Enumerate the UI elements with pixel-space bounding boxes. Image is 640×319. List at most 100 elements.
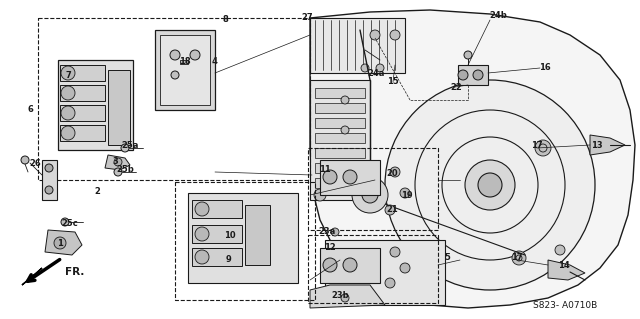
Text: 5: 5	[444, 254, 450, 263]
Text: FR.: FR.	[65, 267, 84, 277]
Bar	[245, 205, 270, 265]
Circle shape	[362, 187, 378, 203]
Circle shape	[45, 186, 53, 194]
Text: 19: 19	[401, 190, 413, 199]
Circle shape	[171, 71, 179, 79]
Text: 7: 7	[65, 70, 71, 79]
Text: 27: 27	[301, 12, 313, 21]
Text: 11: 11	[319, 166, 331, 174]
Text: 12: 12	[324, 243, 336, 253]
Text: 22: 22	[450, 83, 462, 92]
Bar	[315, 118, 365, 128]
Circle shape	[390, 247, 400, 257]
Circle shape	[114, 168, 122, 176]
Circle shape	[390, 167, 400, 177]
Text: 2: 2	[94, 188, 100, 197]
Text: 25a: 25a	[122, 140, 139, 150]
Text: 24a: 24a	[367, 69, 385, 78]
Text: 14: 14	[558, 261, 570, 270]
Text: 23a: 23a	[318, 227, 335, 236]
Circle shape	[400, 188, 410, 198]
Bar	[320, 160, 380, 195]
Circle shape	[61, 66, 75, 80]
Circle shape	[555, 245, 565, 255]
Circle shape	[343, 170, 357, 184]
Text: 23b: 23b	[331, 292, 349, 300]
Text: 25c: 25c	[61, 219, 78, 227]
Text: 16: 16	[539, 63, 551, 71]
Circle shape	[385, 278, 395, 288]
Text: 6: 6	[27, 106, 33, 115]
Bar	[155, 30, 215, 110]
Circle shape	[400, 263, 410, 273]
Text: 4: 4	[212, 57, 218, 66]
Text: 25b: 25b	[116, 166, 134, 174]
Circle shape	[341, 126, 349, 134]
Circle shape	[465, 160, 515, 210]
Circle shape	[364, 189, 376, 201]
Bar	[315, 163, 365, 173]
Bar	[315, 178, 365, 188]
Circle shape	[61, 106, 75, 120]
Circle shape	[45, 164, 53, 172]
Circle shape	[323, 258, 337, 272]
Text: 24b: 24b	[489, 11, 507, 19]
Polygon shape	[45, 230, 82, 255]
Bar	[42, 160, 57, 200]
Text: 26: 26	[29, 159, 41, 167]
Bar	[308, 235, 438, 303]
Circle shape	[21, 156, 29, 164]
Circle shape	[478, 173, 502, 197]
Circle shape	[512, 251, 526, 265]
Bar	[315, 88, 365, 98]
Bar	[188, 193, 298, 283]
Text: 18: 18	[179, 57, 191, 66]
Bar	[315, 133, 365, 143]
Bar	[38, 18, 310, 180]
Circle shape	[331, 228, 339, 236]
Polygon shape	[310, 10, 635, 308]
Bar	[315, 148, 365, 158]
Circle shape	[114, 158, 122, 166]
Text: 21: 21	[386, 205, 398, 214]
Bar	[60, 65, 105, 81]
Polygon shape	[548, 260, 585, 280]
Text: 20: 20	[386, 168, 398, 177]
Bar	[315, 103, 365, 113]
Circle shape	[390, 30, 400, 40]
Bar	[310, 80, 370, 200]
Circle shape	[352, 177, 388, 213]
Circle shape	[516, 255, 522, 261]
Circle shape	[323, 170, 337, 184]
Circle shape	[195, 227, 209, 241]
Text: 10: 10	[224, 231, 236, 240]
Bar	[60, 85, 105, 101]
Text: 9: 9	[225, 256, 231, 264]
Bar	[192, 248, 242, 266]
Circle shape	[464, 51, 472, 59]
Polygon shape	[105, 155, 130, 170]
Text: 15: 15	[387, 78, 399, 86]
Bar	[58, 60, 133, 150]
Circle shape	[458, 70, 468, 80]
Circle shape	[190, 50, 200, 60]
Bar	[192, 200, 242, 218]
Bar	[175, 182, 315, 300]
Circle shape	[170, 50, 180, 60]
Circle shape	[473, 70, 483, 80]
Circle shape	[61, 86, 75, 100]
Circle shape	[61, 126, 75, 140]
Polygon shape	[310, 285, 385, 308]
Circle shape	[385, 205, 395, 215]
Text: 3: 3	[112, 157, 118, 166]
Circle shape	[376, 64, 384, 72]
Bar	[310, 18, 405, 73]
Bar	[320, 248, 380, 283]
Polygon shape	[22, 268, 42, 285]
Circle shape	[54, 237, 66, 249]
Text: 8: 8	[222, 16, 228, 25]
Circle shape	[361, 64, 369, 72]
Circle shape	[314, 189, 326, 201]
Circle shape	[121, 144, 129, 152]
Bar	[60, 105, 105, 121]
